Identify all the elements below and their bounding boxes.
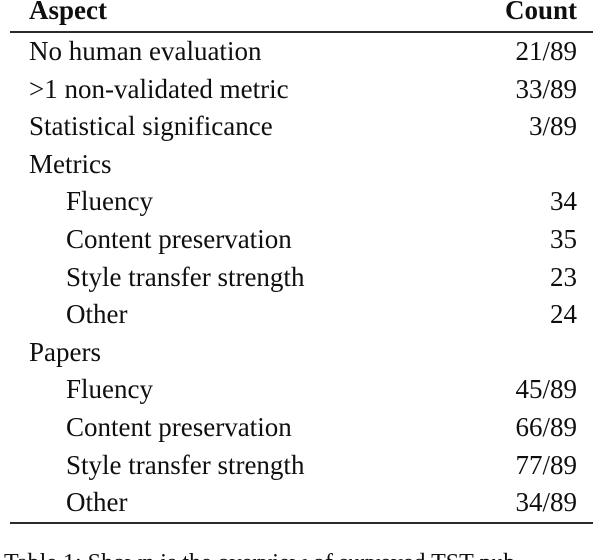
table-1: Aspect Count No human evaluation 21/89 >1 … (10, 0, 593, 524)
table-row: Content preservation 35 (10, 221, 593, 259)
row-aspect-label: Content preservation (66, 411, 292, 442)
row-count-value: 34 (550, 186, 577, 217)
table-row: Style transfer strength 23 (10, 259, 593, 297)
row-count-value: 3/89 (528, 111, 577, 142)
row-count-value (577, 146, 593, 184)
row-count-value: 34/89 (515, 487, 577, 518)
row-aspect-label: >1 non-validated metric (29, 73, 289, 104)
table-row: >1 non-validated metric 33/89 (10, 71, 593, 109)
row-aspect-label: Papers (29, 336, 101, 367)
row-count-value: 45/89 (515, 374, 577, 405)
row-aspect-label: Other (66, 487, 128, 518)
row-aspect-label: Other (66, 299, 128, 330)
row-aspect-label: Style transfer strength (66, 449, 305, 480)
table-row: Content preservation 66/89 (10, 409, 593, 447)
table-row: Statistical significance 3/89 (10, 108, 593, 146)
row-count-value: 23 (550, 261, 577, 292)
table-row: No human evaluation 21/89 (10, 33, 593, 71)
table-row: Fluency 45/89 (10, 371, 593, 409)
row-aspect-label: Content preservation (66, 223, 292, 254)
row-count-value: 24 (550, 299, 577, 330)
column-header-aspect: Aspect (29, 0, 107, 25)
row-aspect-label: Fluency (66, 186, 153, 217)
table-header-row: Aspect Count (10, 0, 593, 33)
row-count-value: 35 (550, 223, 577, 254)
table-row: Metrics (10, 146, 593, 184)
row-aspect-label: Statistical significance (29, 111, 273, 142)
row-count-value: 77/89 (515, 449, 577, 480)
row-count-value: 21/89 (515, 36, 577, 66)
table-row: Other 24 (10, 296, 593, 334)
row-count-value (577, 334, 593, 372)
table-row: Style transfer strength 77/89 (10, 447, 593, 485)
row-aspect-label: Metrics (29, 148, 112, 179)
row-count-value: 33/89 (515, 73, 577, 104)
row-aspect-label: Fluency (66, 374, 153, 405)
row-count-value: 66/89 (515, 411, 577, 442)
table-row: Other 34/89 (10, 484, 593, 522)
column-header-count: Count (504, 0, 577, 25)
row-aspect-label: No human evaluation (29, 36, 262, 66)
table-row: Fluency 34 (10, 183, 593, 221)
table-row: Papers (10, 334, 593, 372)
table-body: No human evaluation 21/89 >1 non-validated… (10, 33, 593, 524)
table-caption: Table 1: Shown is the overview of survey… (4, 549, 600, 560)
row-aspect-label: Style transfer strength (66, 261, 305, 292)
